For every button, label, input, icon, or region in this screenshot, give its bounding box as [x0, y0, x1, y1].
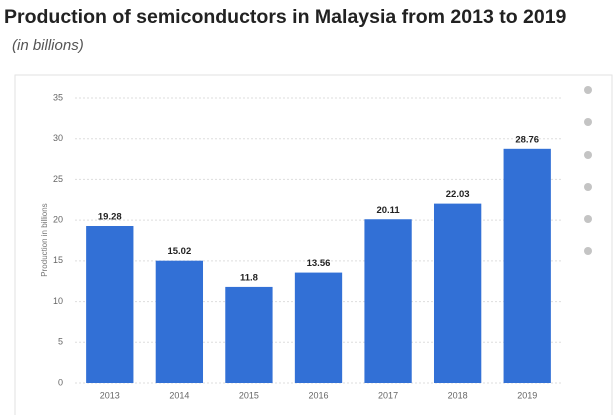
y-tick-label: 35 — [53, 92, 63, 102]
value-label: 13.56 — [307, 258, 331, 269]
share-icon[interactable] — [584, 183, 592, 191]
y-tick-label: 30 — [53, 133, 63, 143]
settings-icon[interactable] — [584, 151, 592, 159]
bar — [86, 226, 134, 383]
value-label: 15.02 — [167, 246, 191, 257]
y-axis-label: Production in billions — [40, 203, 49, 276]
y-tick-label: 15 — [53, 255, 63, 265]
x-tick-label: 2018 — [448, 390, 468, 400]
y-tick-label: 0 — [58, 377, 63, 387]
toolbar — [584, 86, 592, 255]
chart-subtitle: (in billions) — [12, 37, 84, 54]
y-tick-label: 5 — [58, 337, 63, 347]
x-tick-label: 2013 — [100, 390, 120, 400]
bar — [433, 203, 482, 383]
value-label: 11.8 — [240, 272, 258, 283]
y-tick-label: 25 — [53, 174, 63, 184]
cite-icon[interactable] — [584, 215, 592, 223]
y-tick-label: 20 — [53, 215, 63, 225]
bar — [294, 272, 343, 383]
x-tick-label: 2017 — [378, 390, 398, 400]
x-tick-label: 2019 — [517, 390, 537, 400]
print-icon[interactable] — [584, 247, 592, 255]
value-label: 22.03 — [446, 189, 470, 200]
x-tick-label: 2015 — [239, 390, 259, 400]
bar — [503, 148, 551, 383]
star-icon[interactable] — [584, 86, 592, 94]
value-label: 28.76 — [515, 134, 539, 145]
bar — [225, 286, 273, 383]
value-label: 20.11 — [376, 205, 400, 216]
bar — [364, 219, 412, 383]
y-tick-label: 10 — [53, 296, 63, 306]
bar — [155, 260, 204, 383]
x-tick-label: 2014 — [169, 390, 189, 400]
value-label: 19.28 — [98, 212, 122, 223]
chart-title: Production of semiconductors in Malaysia… — [4, 6, 567, 28]
x-tick-label: 2016 — [308, 390, 328, 400]
bell-icon[interactable] — [584, 118, 592, 126]
chart-panel — [14, 74, 613, 415]
